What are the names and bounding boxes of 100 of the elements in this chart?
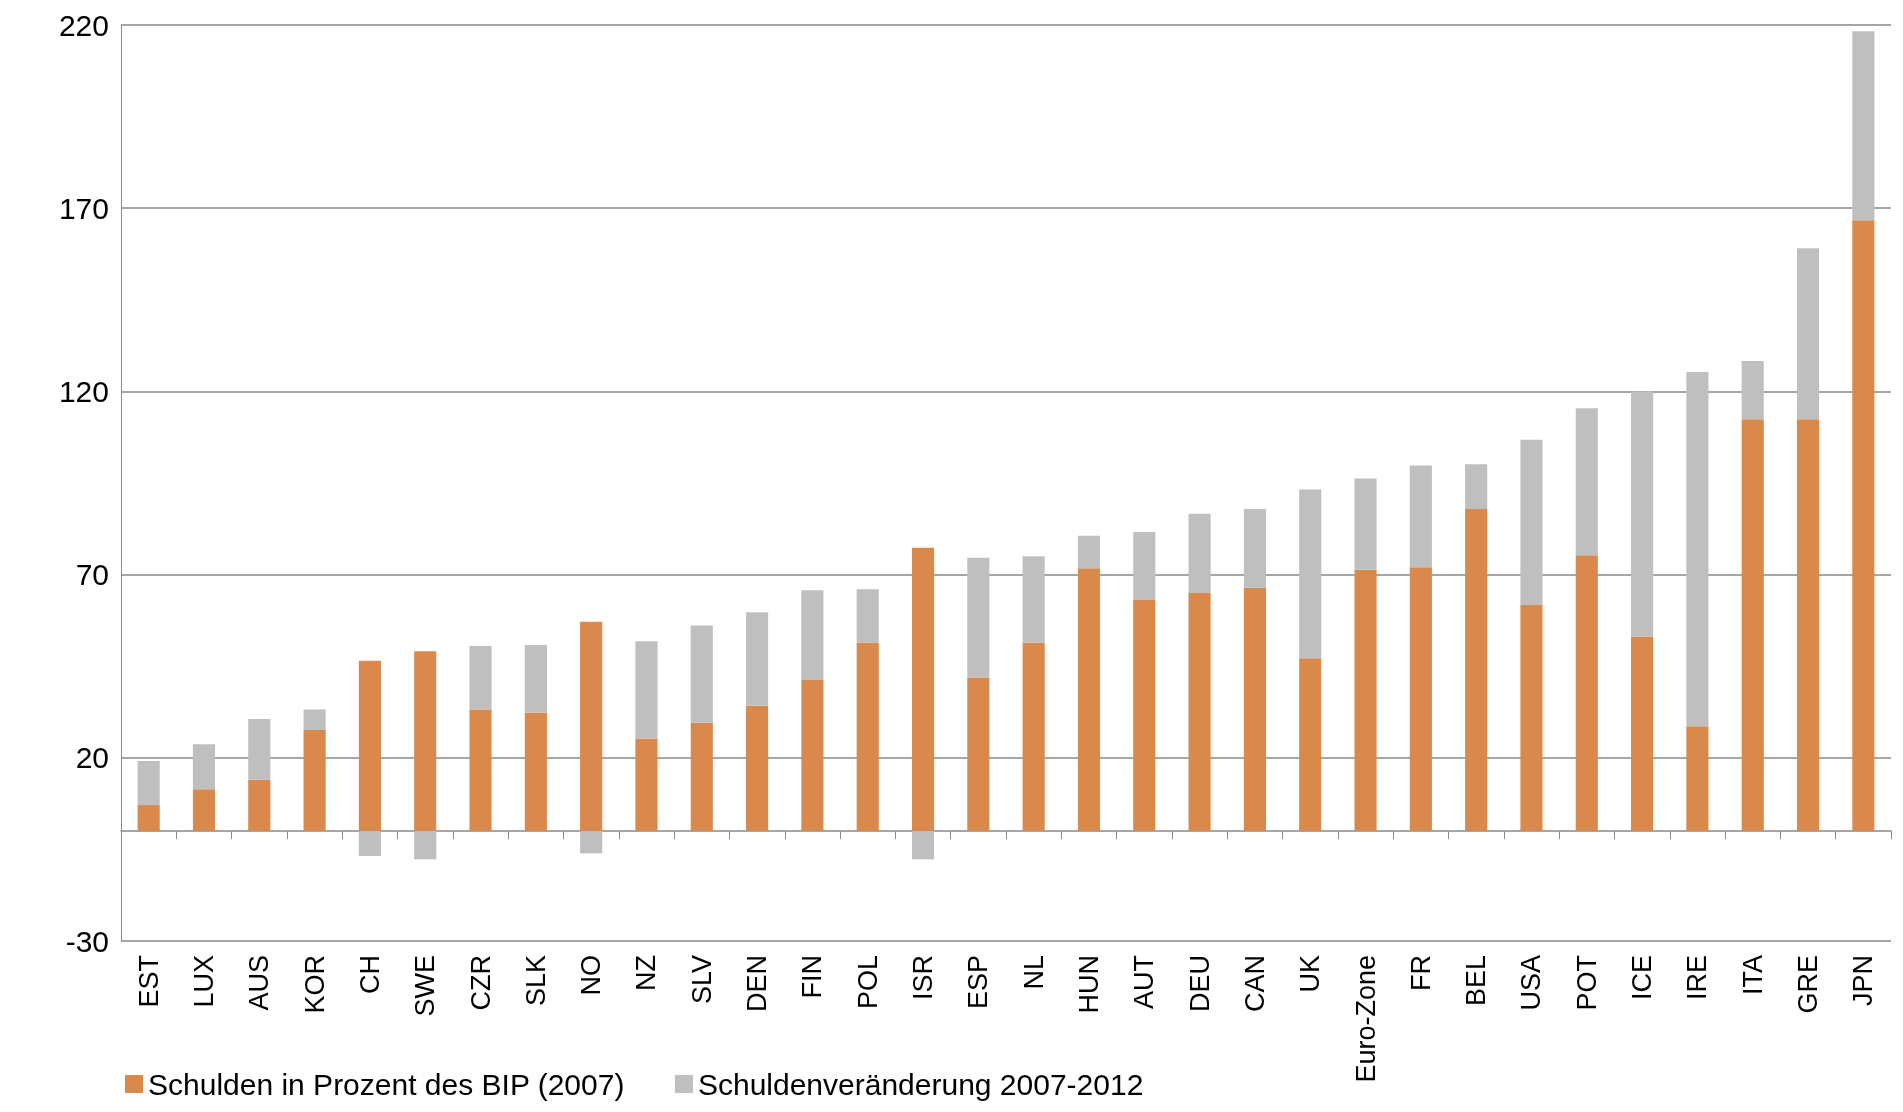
x-tick-label: BEL bbox=[1461, 955, 1492, 1007]
bar bbox=[856, 589, 879, 643]
bar bbox=[911, 547, 935, 832]
bar bbox=[137, 761, 160, 806]
bar bbox=[1741, 360, 1764, 420]
x-tick-label: CAN bbox=[1239, 955, 1270, 1013]
x-tick-label: POL bbox=[852, 955, 883, 1010]
x-tick-label: JPN bbox=[1848, 955, 1879, 1007]
bar bbox=[192, 789, 216, 832]
bar bbox=[1077, 535, 1101, 569]
bar bbox=[690, 722, 713, 832]
bar bbox=[690, 625, 713, 723]
bar bbox=[1299, 489, 1322, 659]
x-tick-label: NO bbox=[576, 955, 607, 996]
bar bbox=[137, 805, 160, 832]
legend-label: Schulden in Prozent des BIP (2007) bbox=[148, 1067, 625, 1101]
bar bbox=[635, 641, 658, 739]
bar bbox=[1022, 642, 1045, 832]
y-tick-label: 20 bbox=[75, 741, 109, 775]
bar bbox=[580, 621, 603, 832]
bar bbox=[1409, 567, 1432, 832]
x-tick-label: SLK bbox=[520, 955, 551, 1007]
y-tick-label: -30 bbox=[65, 924, 109, 958]
bar bbox=[1796, 419, 1820, 832]
bar bbox=[469, 709, 492, 832]
x-tick-label: EST bbox=[133, 955, 164, 1008]
bar bbox=[1133, 532, 1156, 600]
x-tick-label: AUS bbox=[244, 955, 275, 1011]
bar bbox=[1686, 371, 1709, 727]
bar bbox=[1022, 556, 1045, 643]
bar bbox=[1409, 465, 1432, 568]
x-tick-label: AUT bbox=[1129, 955, 1160, 1009]
x-tick-label: Euro-Zone bbox=[1350, 955, 1381, 1083]
bar bbox=[192, 744, 216, 790]
bar bbox=[801, 590, 824, 681]
bar bbox=[580, 831, 603, 854]
x-tick-label: HUN bbox=[1073, 955, 1104, 1014]
y-tick-label: 70 bbox=[75, 558, 109, 592]
bar bbox=[1133, 599, 1156, 832]
x-tick-label: FR bbox=[1405, 955, 1436, 991]
bar bbox=[524, 644, 547, 713]
bar bbox=[414, 831, 437, 860]
bar bbox=[358, 831, 381, 856]
bar bbox=[967, 557, 990, 678]
bar bbox=[746, 612, 769, 706]
x-tick-label: DEU bbox=[1184, 955, 1215, 1013]
x-tick-label: FIN bbox=[797, 955, 828, 999]
bar bbox=[1741, 419, 1764, 832]
bar bbox=[1465, 464, 1488, 510]
bar bbox=[1852, 31, 1875, 221]
bar bbox=[856, 642, 879, 832]
x-tick-label: POT bbox=[1571, 955, 1602, 1011]
x-tick-label: ITA bbox=[1737, 955, 1768, 995]
x-tick-label: ICE bbox=[1627, 955, 1658, 1001]
bar bbox=[524, 712, 547, 832]
bar bbox=[1243, 587, 1266, 832]
bar bbox=[1243, 509, 1266, 588]
bar bbox=[1520, 439, 1543, 606]
bar bbox=[635, 738, 658, 832]
bar bbox=[1077, 568, 1101, 832]
x-tick-label: DEN bbox=[742, 955, 773, 1013]
legend-label: Schuldenveränderung 2007-2012 bbox=[697, 1067, 1144, 1101]
bar bbox=[414, 651, 437, 832]
y-tick-label: 220 bbox=[58, 8, 109, 42]
x-tick-label: SWE bbox=[410, 955, 441, 1017]
bar bbox=[1188, 592, 1211, 832]
bar bbox=[1520, 605, 1543, 832]
bar bbox=[1354, 478, 1377, 570]
bar bbox=[1631, 391, 1654, 637]
bar bbox=[303, 709, 326, 730]
bar bbox=[801, 680, 824, 832]
x-tick-label: GRE bbox=[1793, 955, 1824, 1014]
bar bbox=[1299, 658, 1322, 832]
x-tick-label: ISR bbox=[908, 955, 939, 1001]
bar bbox=[1686, 726, 1709, 832]
bar bbox=[967, 677, 990, 832]
bar bbox=[1575, 408, 1598, 556]
bar bbox=[1354, 569, 1377, 832]
bar bbox=[1852, 220, 1875, 832]
bar bbox=[248, 718, 271, 780]
y-tick-label: 170 bbox=[58, 191, 109, 225]
x-tick-label: UK bbox=[1295, 955, 1326, 993]
x-tick-label: NZ bbox=[631, 955, 662, 991]
bar bbox=[248, 779, 271, 832]
bar bbox=[1465, 509, 1488, 832]
bar bbox=[911, 831, 935, 860]
x-tick-label: CH bbox=[354, 955, 385, 994]
bar bbox=[469, 646, 492, 710]
bar bbox=[358, 660, 381, 832]
bar bbox=[1796, 248, 1820, 420]
x-tick-label: CZR bbox=[465, 955, 496, 1011]
x-tick-label: SLV bbox=[686, 955, 717, 1005]
x-tick-label: LUX bbox=[188, 955, 219, 1008]
bar bbox=[1188, 513, 1211, 593]
bar bbox=[746, 705, 769, 832]
y-tick-label: 120 bbox=[58, 374, 109, 408]
bar bbox=[1575, 555, 1598, 832]
x-tick-label: NL bbox=[1018, 955, 1049, 990]
bar bbox=[303, 729, 326, 832]
x-tick-label: KOR bbox=[299, 955, 330, 1014]
